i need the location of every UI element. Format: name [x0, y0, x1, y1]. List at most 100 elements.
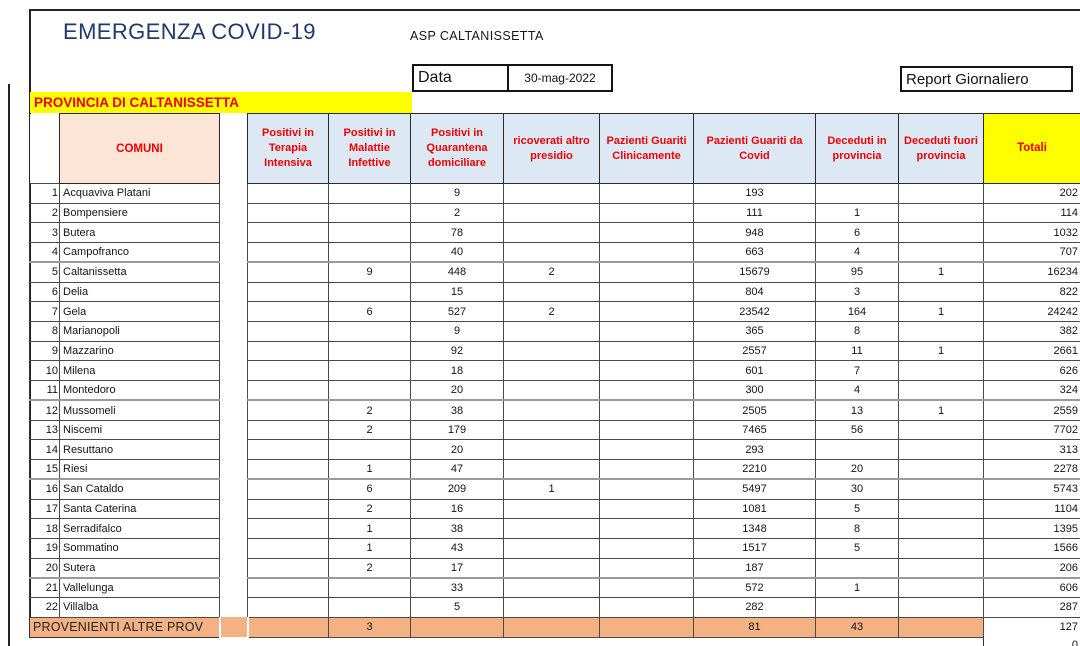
value-cell[interactable] [898, 439, 984, 461]
value-cell[interactable] [503, 222, 600, 244]
comune-cell[interactable]: Milena [59, 360, 220, 382]
value-cell[interactable] [503, 419, 600, 441]
total-cell[interactable]: 7702 [983, 419, 1080, 441]
total-cell[interactable]: 127 [983, 616, 1080, 638]
comune-cell[interactable]: Marianopoli [59, 321, 220, 342]
total-cell[interactable]: 1104 [983, 498, 1080, 520]
row-number-cell[interactable]: 16 [29, 478, 60, 500]
value-cell[interactable]: 40 [410, 242, 504, 263]
column-header-9[interactable]: Totali [983, 113, 1080, 184]
value-cell[interactable]: 6 [328, 301, 411, 323]
comune-cell[interactable]: Vallelunga [59, 576, 220, 599]
value-cell[interactable] [898, 360, 984, 382]
value-cell[interactable]: 1 [898, 399, 984, 421]
value-cell[interactable] [328, 222, 411, 244]
value-cell[interactable] [898, 281, 984, 303]
comune-cell[interactable]: Acquaviva Platani [59, 183, 220, 204]
value-cell[interactable]: 17 [410, 557, 504, 579]
total-cell[interactable]: 202 [983, 183, 1080, 204]
value-cell[interactable]: 92 [410, 340, 504, 362]
value-cell[interactable] [898, 222, 984, 244]
value-cell[interactable]: 527 [410, 301, 504, 323]
value-cell[interactable] [599, 281, 694, 303]
value-cell[interactable] [328, 597, 411, 618]
value-cell[interactable]: 193 [693, 183, 816, 204]
value-cell[interactable] [328, 576, 411, 599]
value-cell[interactable] [599, 399, 694, 421]
value-cell[interactable] [247, 222, 329, 244]
value-cell[interactable] [599, 537, 694, 559]
comune-cell[interactable]: Delia [59, 281, 220, 303]
value-cell[interactable]: 2 [328, 399, 411, 421]
value-cell[interactable] [898, 242, 984, 263]
row-number-cell[interactable]: 6 [29, 282, 60, 303]
value-cell[interactable]: 5 [815, 537, 899, 559]
value-cell[interactable]: 2557 [693, 340, 816, 362]
value-cell[interactable] [898, 321, 984, 342]
value-cell[interactable] [898, 557, 984, 579]
value-cell[interactable] [503, 380, 600, 401]
total-cell[interactable]: 5743 [983, 478, 1080, 500]
value-cell[interactable]: 13 [815, 399, 899, 421]
row-number-cell[interactable]: 19 [29, 538, 60, 559]
value-cell[interactable] [247, 202, 329, 224]
value-cell[interactable]: 1 [815, 576, 899, 599]
comune-cell[interactable]: Mussomeli [59, 399, 220, 421]
value-cell[interactable]: 81 [693, 616, 816, 638]
comune-cell[interactable]: Mazzarino [59, 340, 220, 362]
row-number-cell[interactable]: 11 [29, 380, 60, 401]
comuni-column-header[interactable]: COMUNI [59, 113, 220, 184]
value-cell[interactable]: 948 [693, 222, 816, 244]
column-header-2[interactable]: Positivi in Malattie Infettive [328, 113, 411, 184]
total-cell[interactable]: 707 [983, 242, 1080, 263]
comune-cell[interactable]: San Cataldo [59, 478, 220, 500]
value-cell[interactable]: 3 [328, 616, 411, 638]
value-cell[interactable] [599, 242, 694, 263]
value-cell[interactable] [599, 557, 694, 579]
value-cell[interactable]: 1 [503, 478, 600, 500]
comune-cell[interactable]: Villalba [59, 597, 220, 618]
value-cell[interactable]: 1348 [693, 518, 816, 539]
column-header-8[interactable]: Deceduti fuori provincia [898, 113, 984, 184]
value-cell[interactable] [247, 518, 329, 539]
value-cell[interactable]: 5 [410, 597, 504, 618]
value-cell[interactable]: 20 [815, 459, 899, 480]
value-cell[interactable] [599, 183, 694, 204]
value-cell[interactable]: 3 [815, 281, 899, 303]
total-cell[interactable]: 2559 [983, 399, 1080, 421]
row-number-cell[interactable]: 4 [29, 242, 60, 263]
value-cell[interactable] [599, 419, 694, 441]
value-cell[interactable]: 43 [410, 537, 504, 559]
total-cell[interactable]: 2661 [983, 340, 1080, 362]
value-cell[interactable] [247, 340, 329, 362]
comune-cell[interactable]: Resuttano [59, 439, 220, 461]
value-cell[interactable]: 448 [410, 261, 504, 283]
value-cell[interactable] [247, 321, 329, 342]
value-cell[interactable]: 20 [410, 439, 504, 461]
value-cell[interactable]: 16 [410, 498, 504, 520]
row-number-cell[interactable]: 21 [29, 576, 60, 599]
overflow-total-cell[interactable]: 0 [983, 637, 1080, 646]
total-cell[interactable]: 822 [983, 281, 1080, 303]
total-cell[interactable]: 206 [983, 557, 1080, 579]
value-cell[interactable] [503, 321, 600, 342]
total-cell[interactable]: 1566 [983, 537, 1080, 559]
value-cell[interactable] [815, 439, 899, 461]
value-cell[interactable] [247, 301, 329, 323]
value-cell[interactable] [599, 321, 694, 342]
column-header-5[interactable]: Pazienti Guariti Clinicamente [599, 113, 694, 184]
value-cell[interactable] [898, 380, 984, 401]
value-cell[interactable] [503, 360, 600, 382]
value-cell[interactable] [898, 597, 984, 618]
value-cell[interactable] [599, 222, 694, 244]
value-cell[interactable] [503, 399, 600, 421]
value-cell[interactable] [503, 597, 600, 618]
value-cell[interactable] [898, 616, 984, 638]
value-cell[interactable]: 2210 [693, 459, 816, 480]
value-cell[interactable]: 95 [815, 261, 899, 283]
value-cell[interactable] [599, 261, 694, 283]
value-cell[interactable]: 365 [693, 321, 816, 342]
value-cell[interactable] [328, 281, 411, 303]
value-cell[interactable]: 47 [410, 459, 504, 480]
value-cell[interactable]: 8 [815, 321, 899, 342]
